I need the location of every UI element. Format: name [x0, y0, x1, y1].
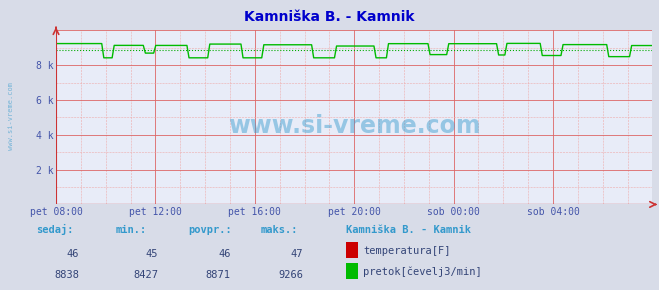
Text: 8871: 8871	[206, 270, 231, 280]
Text: min.:: min.:	[115, 225, 146, 235]
Text: 8427: 8427	[133, 270, 158, 280]
Text: Kamniška B. - Kamnik: Kamniška B. - Kamnik	[244, 10, 415, 24]
Text: pretok[čevelj3/min]: pretok[čevelj3/min]	[363, 267, 482, 277]
Text: temperatura[F]: temperatura[F]	[363, 246, 451, 256]
Text: 45: 45	[146, 249, 158, 259]
Text: 8838: 8838	[54, 270, 79, 280]
Text: www.si-vreme.com: www.si-vreme.com	[8, 82, 14, 150]
Text: povpr.:: povpr.:	[188, 225, 231, 235]
Text: 46: 46	[67, 249, 79, 259]
Text: 9266: 9266	[278, 270, 303, 280]
Text: Kamniška B. - Kamnik: Kamniška B. - Kamnik	[346, 225, 471, 235]
Text: 46: 46	[218, 249, 231, 259]
Text: www.si-vreme.com: www.si-vreme.com	[228, 114, 480, 138]
Text: 47: 47	[291, 249, 303, 259]
Text: maks.:: maks.:	[260, 225, 298, 235]
Text: sedaj:: sedaj:	[36, 224, 74, 235]
